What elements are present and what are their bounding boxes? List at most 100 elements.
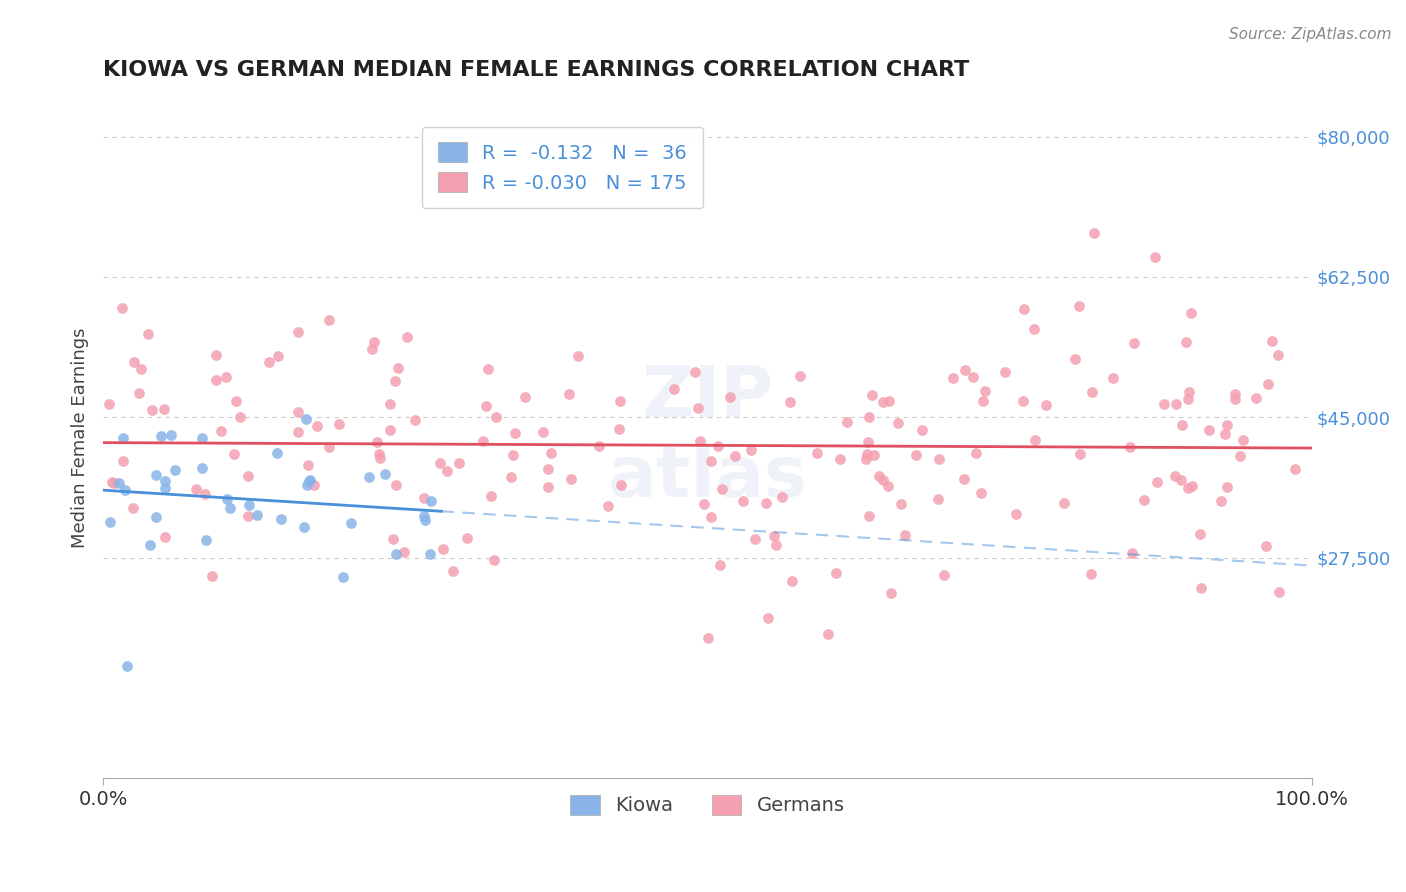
Point xyxy=(770,490,793,504)
Point xyxy=(609,421,631,435)
Point xyxy=(1063,352,1085,367)
Point xyxy=(191,460,214,475)
Point xyxy=(1177,392,1199,407)
Point xyxy=(855,451,877,466)
Point xyxy=(1177,482,1199,496)
Point xyxy=(103,475,125,490)
Point xyxy=(1178,384,1201,399)
Point xyxy=(835,415,858,429)
Point xyxy=(413,508,436,523)
Point xyxy=(318,440,340,454)
Point xyxy=(98,516,121,530)
Point xyxy=(270,512,292,526)
Point xyxy=(219,501,242,516)
Point xyxy=(1229,449,1251,463)
Point xyxy=(1083,226,1105,240)
Point xyxy=(779,395,801,409)
Point xyxy=(1069,299,1091,313)
Point xyxy=(384,478,406,492)
Point xyxy=(1022,322,1045,336)
Point xyxy=(153,474,176,488)
Point xyxy=(287,325,309,339)
Point xyxy=(413,513,436,527)
Point xyxy=(357,470,380,484)
Point xyxy=(267,349,290,363)
Point xyxy=(152,402,174,417)
Point xyxy=(1175,334,1198,349)
Point xyxy=(887,416,910,430)
Point xyxy=(114,483,136,498)
Point xyxy=(1225,392,1247,407)
Point xyxy=(1123,336,1146,351)
Point xyxy=(201,569,224,583)
Point xyxy=(363,334,385,349)
Point xyxy=(894,528,917,542)
Point xyxy=(1053,496,1076,510)
Point xyxy=(318,312,340,326)
Point xyxy=(1260,334,1282,349)
Point xyxy=(340,516,363,531)
Point xyxy=(1216,480,1239,494)
Point xyxy=(904,448,927,462)
Point xyxy=(1180,479,1202,493)
Point xyxy=(531,425,554,440)
Point xyxy=(709,558,731,572)
Point xyxy=(108,475,131,490)
Point xyxy=(1257,376,1279,391)
Point xyxy=(1035,398,1057,412)
Point xyxy=(195,533,218,548)
Point xyxy=(724,449,747,463)
Point xyxy=(485,409,508,424)
Point xyxy=(396,330,419,344)
Point xyxy=(98,397,121,411)
Point xyxy=(215,370,238,384)
Point xyxy=(1132,493,1154,508)
Text: Source: ZipAtlas.com: Source: ZipAtlas.com xyxy=(1229,27,1392,42)
Point xyxy=(447,456,470,470)
Point xyxy=(890,497,912,511)
Point xyxy=(700,510,723,524)
Point xyxy=(1005,507,1028,521)
Point xyxy=(1213,427,1236,442)
Point xyxy=(1256,539,1278,553)
Point xyxy=(1164,397,1187,411)
Point xyxy=(1024,433,1046,447)
Point xyxy=(479,489,502,503)
Point xyxy=(1232,434,1254,448)
Point xyxy=(1244,391,1267,405)
Point xyxy=(718,390,741,404)
Point xyxy=(1118,440,1140,454)
Point xyxy=(295,478,318,492)
Point xyxy=(472,434,495,449)
Point xyxy=(858,434,880,449)
Point xyxy=(711,482,734,496)
Point xyxy=(689,434,711,448)
Point xyxy=(536,480,558,494)
Point xyxy=(332,570,354,584)
Point xyxy=(225,394,247,409)
Point xyxy=(436,464,458,478)
Point xyxy=(560,472,582,486)
Point xyxy=(328,417,350,431)
Point xyxy=(381,532,404,546)
Point xyxy=(112,454,135,468)
Point xyxy=(145,510,167,524)
Point xyxy=(780,574,803,588)
Point xyxy=(740,442,762,457)
Point xyxy=(1146,475,1168,489)
Point xyxy=(1164,468,1187,483)
Point xyxy=(412,491,434,506)
Point xyxy=(441,564,464,578)
Point xyxy=(609,393,631,408)
Point xyxy=(744,533,766,547)
Point xyxy=(163,463,186,477)
Point xyxy=(190,431,212,445)
Point xyxy=(765,538,787,552)
Point xyxy=(205,373,228,387)
Point xyxy=(693,497,716,511)
Point xyxy=(145,468,167,483)
Point xyxy=(927,491,949,506)
Point xyxy=(856,447,879,461)
Point xyxy=(302,478,325,492)
Point xyxy=(502,449,524,463)
